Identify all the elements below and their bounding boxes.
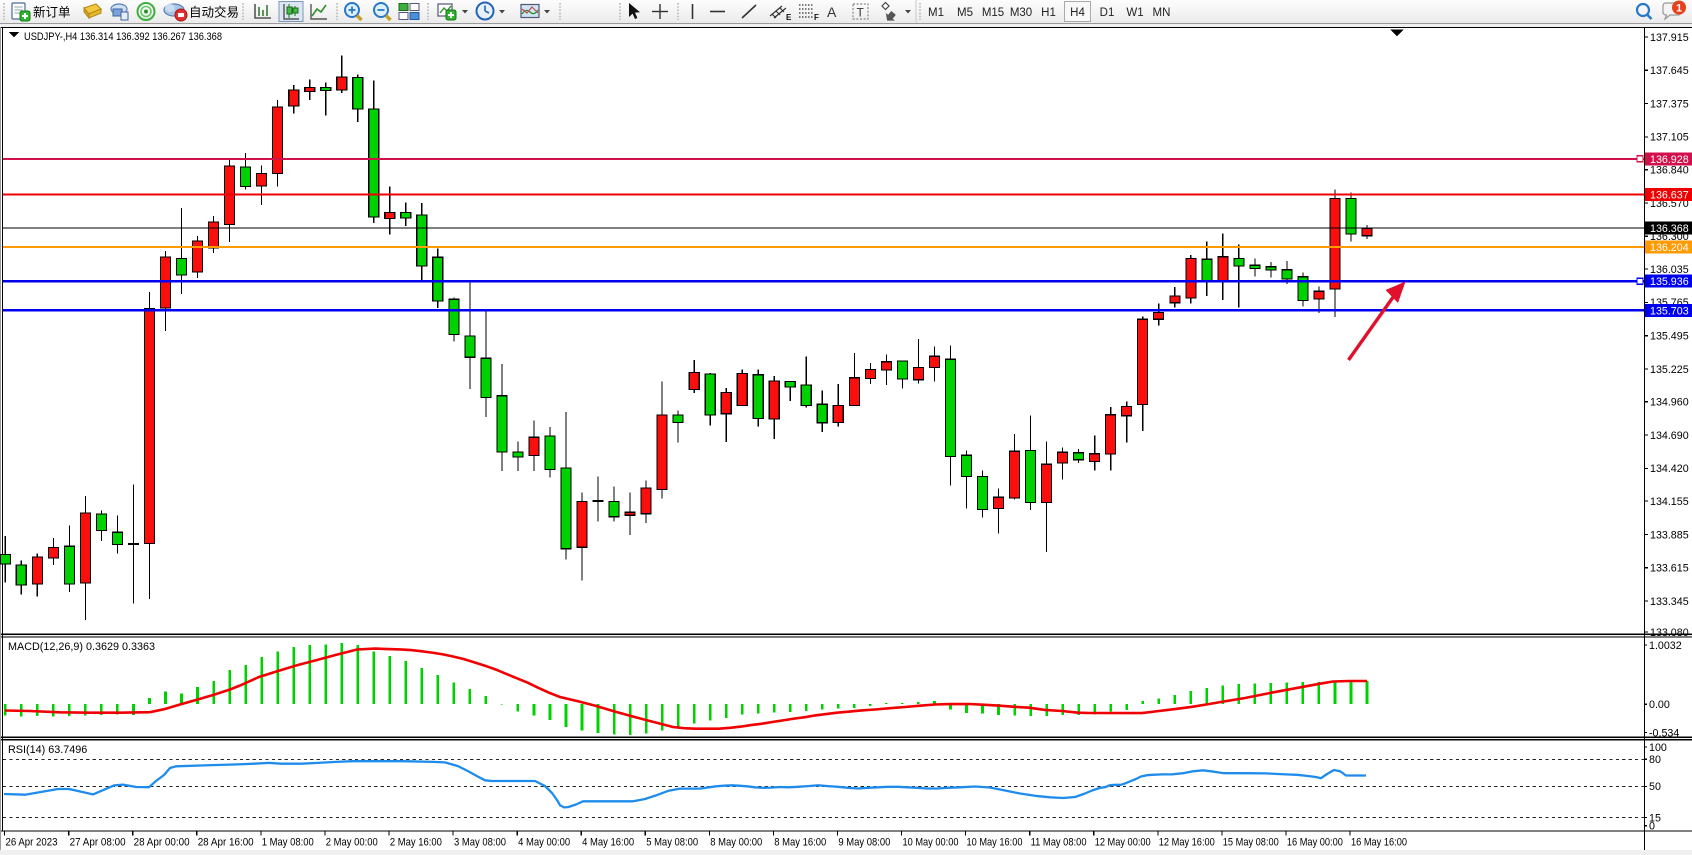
svg-text:10 May 00:00: 10 May 00:00 — [903, 837, 959, 849]
svg-text:8 May 16:00: 8 May 16:00 — [774, 837, 826, 849]
svg-text:12 May 00:00: 12 May 00:00 — [1095, 837, 1151, 849]
svg-text:135.495: 135.495 — [1650, 331, 1689, 343]
svg-text:137.375: 137.375 — [1650, 98, 1689, 110]
svg-text:50: 50 — [1649, 781, 1661, 793]
svg-text:0.00: 0.00 — [1649, 699, 1670, 711]
svg-text:1: 1 — [1676, 3, 1682, 15]
svg-text:M30: M30 — [1010, 7, 1032, 19]
svg-text:MACD(12,26,9) 0.3629 0.3363: MACD(12,26,9) 0.3629 0.3363 — [8, 641, 155, 653]
svg-text:136.204: 136.204 — [1650, 242, 1689, 254]
svg-text:28 Apr 00:00: 28 Apr 00:00 — [134, 837, 190, 849]
svg-text:USDJPY-,H4 136.314 136.392 13: USDJPY-,H4 136.314 136.392 136.267 136.3… — [24, 31, 222, 43]
svg-text:137.645: 137.645 — [1650, 65, 1689, 77]
svg-text:9 May 08:00: 9 May 08:00 — [838, 837, 890, 849]
svg-text:134.690: 134.690 — [1650, 430, 1689, 442]
svg-text:26 Apr 2023: 26 Apr 2023 — [6, 837, 58, 849]
svg-text:自动交易: 自动交易 — [189, 5, 239, 20]
svg-text:E: E — [786, 13, 792, 22]
svg-text:133.885: 133.885 — [1650, 529, 1689, 541]
svg-text:F: F — [814, 13, 819, 22]
svg-text:134.960: 134.960 — [1650, 397, 1689, 409]
svg-text:2 May 00:00: 2 May 00:00 — [326, 837, 378, 849]
svg-text:W1: W1 — [1126, 7, 1143, 19]
svg-text:136.840: 136.840 — [1650, 165, 1689, 177]
svg-text:3 May 08:00: 3 May 08:00 — [454, 837, 506, 849]
svg-text:80: 80 — [1649, 754, 1661, 766]
svg-text:2 May 16:00: 2 May 16:00 — [390, 837, 442, 849]
svg-text:136.035: 136.035 — [1650, 264, 1689, 276]
svg-text:134.155: 134.155 — [1650, 496, 1689, 508]
svg-text:16 May 16:00: 16 May 16:00 — [1351, 837, 1407, 849]
svg-text:16 May 00:00: 16 May 00:00 — [1287, 837, 1343, 849]
svg-text:133.345: 133.345 — [1650, 596, 1689, 608]
svg-text:28 Apr 16:00: 28 Apr 16:00 — [198, 837, 254, 849]
svg-text:136.928: 136.928 — [1650, 154, 1689, 166]
svg-text:136.368: 136.368 — [1650, 223, 1689, 235]
svg-text:100: 100 — [1649, 742, 1667, 754]
svg-text:27 Apr 08:00: 27 Apr 08:00 — [70, 837, 126, 849]
svg-text:1 May 08:00: 1 May 08:00 — [262, 837, 314, 849]
svg-text:15: 15 — [1649, 812, 1661, 824]
svg-text:15 May 08:00: 15 May 08:00 — [1223, 837, 1279, 849]
svg-text:11 May 08:00: 11 May 08:00 — [1031, 837, 1087, 849]
svg-text:8 May 00:00: 8 May 00:00 — [710, 837, 762, 849]
svg-text:135.936: 135.936 — [1650, 276, 1689, 288]
svg-text:A: A — [827, 4, 837, 20]
svg-text:RSI(14) 63.7496: RSI(14) 63.7496 — [8, 744, 87, 756]
svg-text:12 May 16:00: 12 May 16:00 — [1159, 837, 1215, 849]
svg-text:5 May 08:00: 5 May 08:00 — [646, 837, 698, 849]
svg-text:-0.534: -0.534 — [1649, 727, 1679, 739]
svg-text:D1: D1 — [1100, 7, 1115, 19]
svg-text:M1: M1 — [928, 7, 944, 19]
svg-text:H1: H1 — [1041, 7, 1056, 19]
svg-text:135.703: 135.703 — [1650, 305, 1689, 317]
svg-text:1.0032: 1.0032 — [1649, 640, 1682, 652]
svg-text:4 May 00:00: 4 May 00:00 — [518, 837, 570, 849]
svg-text:4 May 16:00: 4 May 16:00 — [582, 837, 634, 849]
svg-text:新订单: 新订单 — [33, 5, 71, 20]
svg-text:136.637: 136.637 — [1650, 190, 1689, 202]
svg-text:10 May 16:00: 10 May 16:00 — [967, 837, 1023, 849]
svg-text:M15: M15 — [982, 7, 1004, 19]
svg-text:M5: M5 — [957, 7, 973, 19]
svg-text:133.080: 133.080 — [1650, 627, 1689, 639]
svg-text:134.420: 134.420 — [1650, 463, 1689, 475]
svg-text:T: T — [857, 6, 865, 20]
svg-text:H4: H4 — [1070, 7, 1085, 19]
svg-text:MN: MN — [1153, 7, 1171, 19]
svg-text:137.915: 137.915 — [1650, 32, 1689, 44]
svg-text:137.105: 137.105 — [1650, 132, 1689, 144]
svg-text:135.225: 135.225 — [1650, 364, 1689, 376]
svg-text:0: 0 — [1649, 821, 1655, 833]
svg-text:133.615: 133.615 — [1650, 563, 1689, 575]
